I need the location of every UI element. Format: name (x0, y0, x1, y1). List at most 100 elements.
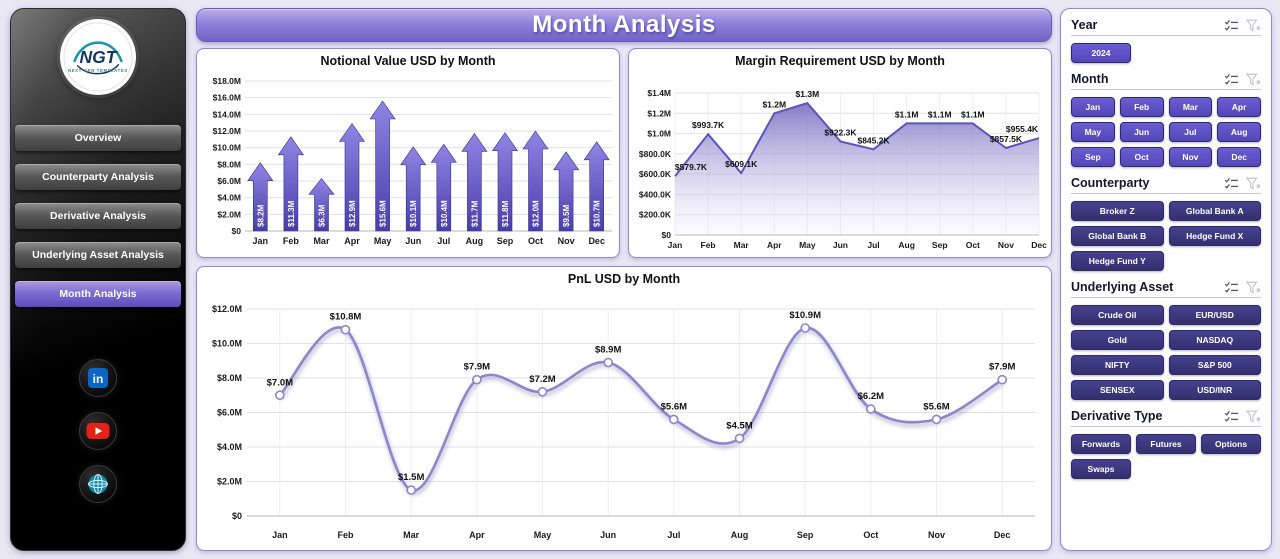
svg-text:$12.0M: $12.0M (213, 126, 241, 136)
multi-select-icon[interactable] (1224, 177, 1239, 190)
clear-filter-icon[interactable] (1246, 281, 1261, 294)
filter-option-usd-inr[interactable]: USD/INR (1168, 380, 1261, 400)
multi-select-icon[interactable] (1224, 281, 1239, 294)
filter-option-eur-usd[interactable]: EUR/USD (1168, 305, 1261, 325)
sidebar-item-counterparty-analysis[interactable]: Counterparty Analysis (15, 164, 181, 190)
svg-text:$14.0M: $14.0M (213, 109, 241, 119)
svg-text:Oct: Oct (966, 240, 980, 250)
multi-select-icon[interactable] (1224, 410, 1239, 423)
svg-text:$1.3M: $1.3M (796, 89, 820, 99)
filter-option-nov[interactable]: Nov (1168, 147, 1213, 167)
filter-option-gold[interactable]: Gold (1071, 330, 1164, 350)
filter-option-oct[interactable]: Oct (1119, 147, 1164, 167)
svg-text:$600.0K: $600.0K (639, 169, 672, 179)
filter-option-crude-oil[interactable]: Crude Oil (1071, 305, 1164, 325)
filter-header-icons (1224, 73, 1261, 86)
svg-text:Feb: Feb (283, 236, 300, 246)
filter-option-jan[interactable]: Jan (1071, 97, 1115, 117)
pnl-chart-card: PnL USD by Month $0 $2.0M $4.0M $6.0M $8.0M $… (196, 266, 1052, 551)
svg-text:Aug: Aug (898, 240, 915, 250)
filter-option-dec[interactable]: Dec (1217, 147, 1261, 167)
sidebar-item-derivative-analysis[interactable]: Derivative Analysis (15, 203, 181, 229)
svg-text:$6.0M: $6.0M (217, 408, 242, 418)
filter-option-jul[interactable]: Jul (1168, 122, 1213, 142)
svg-text:$7.2M: $7.2M (529, 374, 555, 385)
svg-text:$609.1K: $609.1K (725, 159, 758, 169)
svg-text:$8.2M: $8.2M (256, 204, 265, 227)
filter-option-s-p-500[interactable]: S&P 500 (1168, 355, 1261, 375)
svg-text:$1.2M: $1.2M (647, 108, 671, 118)
clear-filter-icon[interactable] (1246, 73, 1261, 86)
filter-option-may[interactable]: May (1071, 122, 1115, 142)
brand-text: NGT (80, 47, 118, 67)
svg-text:Mar: Mar (403, 530, 420, 540)
svg-text:Jun: Jun (405, 236, 421, 246)
svg-text:$1.1M: $1.1M (928, 109, 952, 119)
filter-options-year: 2024 (1071, 43, 1261, 63)
svg-text:$16.0M: $16.0M (213, 93, 241, 103)
svg-text:$10.8M: $10.8M (330, 312, 362, 323)
svg-text:Jan: Jan (253, 236, 269, 246)
filter-option-nasdaq[interactable]: NASDAQ (1168, 330, 1261, 350)
filter-option-hedge-fund-x[interactable]: Hedge Fund X (1168, 226, 1261, 246)
svg-text:$7.9M: $7.9M (464, 362, 490, 373)
filter-section-counterparty: Counterparty Broker Z Global Bank A Global … (1071, 176, 1261, 271)
clear-filter-icon[interactable] (1246, 19, 1261, 32)
filter-option-broker-z[interactable]: Broker Z (1071, 201, 1164, 221)
filter-option-2024[interactable]: 2024 (1071, 43, 1131, 63)
svg-text:$993.7K: $993.7K (692, 120, 725, 130)
svg-text:Jul: Jul (867, 240, 879, 250)
multi-select-icon[interactable] (1224, 19, 1239, 32)
svg-text:$8.9M: $8.9M (595, 344, 621, 355)
filter-option-swaps[interactable]: Swaps (1071, 459, 1131, 479)
filter-section-month: Month Jan Feb Mar Apr May Jun Jul Aug Sep Oct Nov De… (1071, 72, 1261, 167)
filter-section-derivative-type: Derivative Type Forwards Futures Options Swa… (1071, 409, 1261, 479)
youtube-icon[interactable] (79, 412, 117, 450)
filter-option-feb[interactable]: Feb (1119, 97, 1164, 117)
filter-option-nifty[interactable]: NIFTY (1071, 355, 1164, 375)
svg-text:$6.3M: $6.3M (317, 204, 326, 227)
margin-chart-card: Margin Requirement USD by Month $0 $200.0… (628, 48, 1052, 258)
svg-text:$1.4M: $1.4M (647, 88, 671, 98)
filter-option-apr[interactable]: Apr (1217, 97, 1261, 117)
clear-filter-icon[interactable] (1246, 410, 1261, 423)
clear-filter-icon[interactable] (1246, 177, 1261, 190)
filter-option-forwards[interactable]: Forwards (1071, 434, 1131, 454)
sidebar-item-month-analysis[interactable]: Month Analysis (15, 281, 181, 307)
filter-option-hedge-fund-y[interactable]: Hedge Fund Y (1071, 251, 1164, 271)
notional-chart-card: Notional Value USD by Month $0 $2.0M $4.0M… (196, 48, 620, 258)
svg-text:$1.2M: $1.2M (762, 99, 786, 109)
pnl-chart-title: PnL USD by Month (567, 272, 681, 286)
social-links: in (79, 359, 117, 503)
filter-options-underlying-asset: Crude Oil EUR/USD Gold NASDAQ NIFTY S&P 500 SE… (1071, 305, 1261, 400)
ngt-logo-icon: NGT NEXT GEN TEMPLATES (63, 22, 133, 92)
sidebar-item-underlying-asset-analysis[interactable]: Underlying Asset Analysis (15, 242, 181, 268)
svg-text:Jan: Jan (272, 530, 288, 540)
filter-option-options[interactable]: Options (1201, 434, 1261, 454)
filter-option-sep[interactable]: Sep (1071, 147, 1115, 167)
filter-option-aug[interactable]: Aug (1217, 122, 1261, 142)
margin-chart-title: Margin Requirement USD by Month (735, 54, 945, 68)
svg-text:May: May (799, 240, 816, 250)
linkedin-icon[interactable]: in (79, 359, 117, 397)
filter-title-counterparty: Counterparty (1071, 176, 1150, 190)
filter-option-futures[interactable]: Futures (1136, 434, 1196, 454)
svg-text:$11.3M: $11.3M (287, 200, 296, 227)
website-icon[interactable] (79, 465, 117, 503)
filter-options-counterparty: Broker Z Global Bank A Global Bank B Hedge … (1071, 201, 1261, 271)
brand-logo: NGT NEXT GEN TEMPLATES (60, 19, 136, 95)
svg-text:$0: $0 (232, 226, 242, 236)
filter-option-mar[interactable]: Mar (1168, 97, 1213, 117)
svg-text:Nov: Nov (998, 240, 1014, 250)
filter-title-derivative-type: Derivative Type (1071, 409, 1163, 423)
multi-select-icon[interactable] (1224, 73, 1239, 86)
sidebar: NGT NEXT GEN TEMPLATES Overview Counterpa… (10, 8, 186, 551)
filter-option-global-bank-a[interactable]: Global Bank A (1168, 201, 1261, 221)
filter-option-jun[interactable]: Jun (1119, 122, 1164, 142)
filter-option-sensex[interactable]: SENSEX (1071, 380, 1164, 400)
svg-text:$0: $0 (232, 511, 242, 521)
filter-options-month: Jan Feb Mar Apr May Jun Jul Aug Sep Oct Nov Dec (1071, 97, 1261, 167)
page-header: Month Analysis (196, 8, 1052, 42)
sidebar-item-overview[interactable]: Overview (15, 125, 181, 151)
filter-option-global-bank-b[interactable]: Global Bank B (1071, 226, 1164, 246)
